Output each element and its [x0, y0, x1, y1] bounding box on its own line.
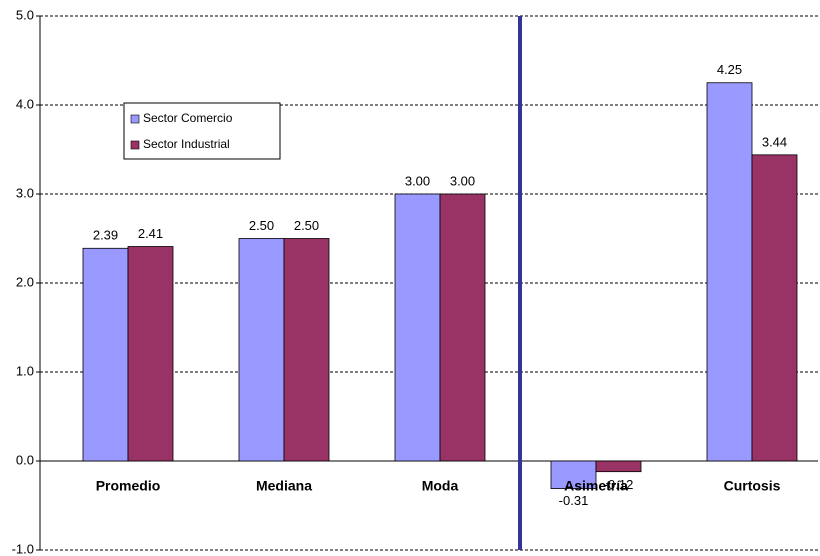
y-tick-label: 4.0 [16, 96, 34, 111]
bar [283, 238, 330, 462]
y-tick-label: 2.0 [16, 274, 34, 289]
bar [550, 460, 597, 489]
x-tick-label: Curtosis [724, 478, 781, 494]
x-tick-label: Asimetría [564, 478, 628, 494]
value-label: 3.00 [450, 173, 475, 188]
legend-box [123, 102, 281, 160]
value-label: 3.44 [762, 134, 787, 149]
value-label: 2.39 [93, 228, 118, 243]
bar [82, 247, 129, 462]
bar [751, 154, 798, 462]
value-label: -0.12 [604, 477, 634, 492]
value-label: 2.41 [138, 226, 163, 241]
y-tick-label: 0.0 [16, 452, 34, 467]
legend-swatch [130, 114, 140, 124]
value-label: 2.50 [249, 218, 274, 233]
legend-label: Sector Comercio [143, 111, 233, 125]
value-label: -0.31 [559, 493, 589, 508]
y-tick-label: 3.0 [16, 185, 34, 200]
bar [595, 460, 642, 473]
x-tick-label: Moda [422, 478, 459, 494]
y-tick-label: 1.0 [16, 363, 34, 378]
legend-label: Sector Industrial [143, 137, 230, 151]
value-label: 2.50 [294, 218, 319, 233]
bar [706, 82, 753, 462]
x-tick-label: Mediana [256, 478, 312, 494]
x-tick-label: Promedio [96, 478, 161, 494]
bar [127, 246, 174, 462]
bar [439, 193, 486, 462]
value-label: 3.00 [405, 173, 430, 188]
y-tick-label: 5.0 [16, 7, 34, 22]
value-label: 4.25 [717, 62, 742, 77]
legend-swatch [130, 140, 140, 150]
bar [238, 238, 285, 462]
bar [394, 193, 441, 462]
y-tick-label: -1.0 [12, 541, 34, 556]
